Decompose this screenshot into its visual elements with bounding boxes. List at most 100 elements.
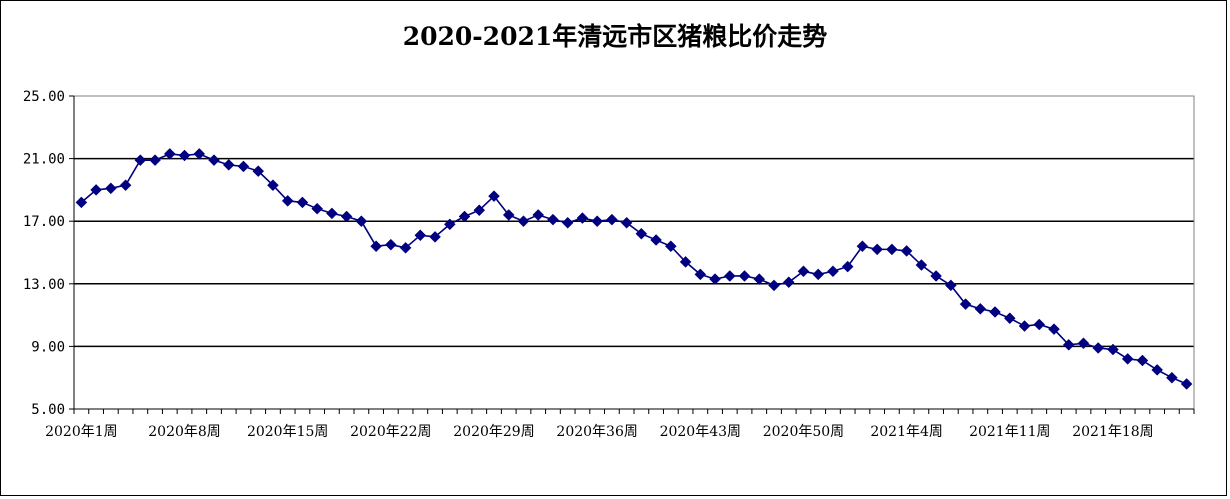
axes (69, 95, 1195, 414)
data-point (650, 234, 662, 246)
data-point (709, 273, 721, 285)
data-point (532, 209, 545, 221)
data-point (311, 202, 324, 215)
x-tick-label: 2021年4周 (870, 424, 943, 440)
data-point (989, 306, 1001, 318)
data-point (753, 273, 766, 285)
data-point (340, 210, 353, 223)
y-tick-labels: 5.00 9.00 13.00 17.00 21.00 25.00 (23, 89, 65, 418)
data-point (664, 240, 677, 253)
data-point (384, 238, 397, 251)
data-point (208, 154, 220, 167)
data-point (1062, 338, 1075, 351)
data-point (915, 259, 928, 271)
data-point (900, 245, 913, 257)
data-point (429, 230, 441, 243)
data-point (561, 216, 574, 229)
data-point (178, 149, 191, 162)
x-tick-labels: 2020年1周 2020年8周 2020年15周 2020年22周 2020年29周 20… (45, 424, 1154, 440)
data-point (414, 229, 427, 242)
data-point (694, 268, 707, 281)
y-tick-label: 5.00 (31, 402, 65, 418)
x-tick-label: 2020年1周 (45, 424, 118, 440)
data-point (1136, 354, 1149, 367)
data-point (193, 148, 206, 160)
data-point (75, 196, 88, 209)
x-tick-label: 2020年43周 (660, 424, 741, 440)
data-point (547, 213, 559, 226)
data-point (296, 196, 309, 209)
data-point (252, 165, 265, 177)
data-point (1048, 323, 1060, 336)
data-point (827, 265, 839, 278)
y-tick-label: 13.00 (23, 277, 65, 293)
series-layer (75, 148, 1193, 390)
data-point (237, 160, 250, 173)
data-point (679, 256, 692, 268)
data-point (517, 215, 530, 228)
data-point (370, 240, 382, 253)
y-tick-label: 25.00 (23, 89, 65, 105)
data-point (886, 243, 898, 256)
data-point (606, 213, 618, 226)
data-point (591, 215, 604, 228)
x-tick-label: 2020年8周 (148, 424, 221, 440)
data-point (1151, 364, 1164, 376)
x-tick-label: 2020年15周 (247, 424, 328, 440)
data-point (399, 241, 412, 254)
data-point (841, 260, 854, 273)
data-point (856, 240, 869, 253)
data-point (1003, 312, 1016, 325)
data-point (782, 276, 795, 289)
data-point (930, 270, 942, 282)
chart-title: 2020-2021年清远市区猪粮比价走势 (403, 22, 828, 51)
data-point (944, 279, 957, 292)
data-point (443, 218, 456, 231)
data-point (738, 270, 751, 282)
data-point (119, 179, 132, 192)
series-line (80, 153, 1187, 385)
data-point (1018, 320, 1031, 332)
y-tick-label: 9.00 (31, 339, 65, 355)
data-point (1092, 342, 1105, 354)
data-point (1033, 318, 1046, 331)
data-point (959, 298, 972, 310)
data-point (163, 148, 176, 160)
y-tick-label: 21.00 (23, 152, 65, 168)
data-point (281, 195, 294, 207)
data-point (104, 182, 117, 195)
x-tick-label: 2020年50周 (763, 424, 844, 440)
grid-lines (74, 157, 1194, 348)
data-point (458, 210, 471, 223)
data-point (1180, 378, 1193, 390)
plot-area (73, 95, 1195, 410)
data-point (812, 268, 825, 281)
data-point (620, 216, 633, 229)
x-tick-label: 2021年11周 (969, 424, 1050, 440)
data-point (473, 204, 486, 217)
data-point (723, 270, 736, 282)
data-point (90, 184, 102, 196)
data-point (149, 154, 161, 167)
data-point (768, 279, 780, 292)
x-tick-label: 2020年29周 (453, 424, 534, 440)
data-point (1121, 353, 1134, 365)
x-tick-label: 2020年36周 (556, 424, 637, 440)
x-tick-label: 2021年18周 (1072, 424, 1153, 440)
data-point (871, 243, 884, 256)
data-point (267, 179, 279, 192)
y-tick-label: 17.00 (23, 214, 65, 230)
data-point (488, 190, 500, 203)
data-point (502, 209, 515, 221)
data-point (1166, 371, 1178, 384)
data-point (1107, 343, 1119, 356)
data-point (134, 154, 147, 167)
data-point (635, 227, 648, 240)
data-point (222, 159, 235, 171)
data-point (576, 212, 589, 224)
data-point (1077, 337, 1090, 350)
x-tick-label: 2020年22周 (350, 424, 431, 440)
data-point (326, 207, 338, 220)
